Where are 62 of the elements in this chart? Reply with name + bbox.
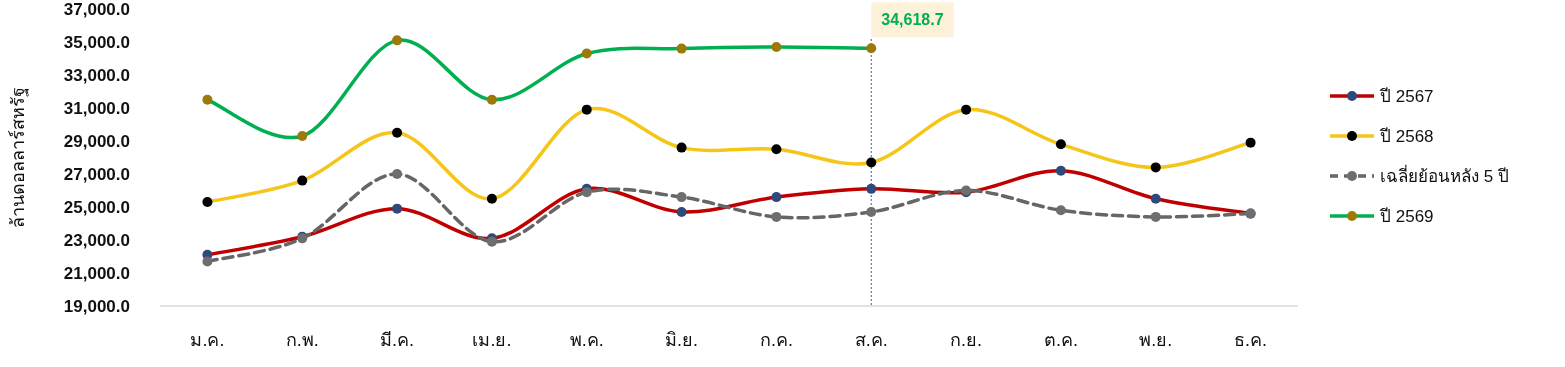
y-tick-label: 29,000.0 <box>63 132 130 151</box>
point <box>1055 165 1066 176</box>
point <box>866 206 877 217</box>
point <box>392 203 403 214</box>
x-tick-label: ส.ค. <box>854 330 888 350</box>
point <box>392 35 403 46</box>
x-tick-label: พ.ย. <box>1139 330 1173 350</box>
point <box>771 211 782 222</box>
point <box>866 43 877 54</box>
point <box>392 127 403 138</box>
point <box>297 175 308 186</box>
x-tick-label: ธ.ค. <box>1234 330 1268 350</box>
x-tick-label: พ.ค. <box>569 330 604 350</box>
y-tick-label: 21,000.0 <box>63 264 130 283</box>
point <box>202 197 213 208</box>
y-tick-label: 23,000.0 <box>63 231 130 250</box>
x-tick-label: มี.ค. <box>380 330 415 350</box>
x-tick-label: ก.ย. <box>950 330 983 350</box>
y-tick-label: 19,000.0 <box>63 297 130 316</box>
point <box>771 41 782 52</box>
point <box>581 104 592 115</box>
legend-label: ปี 2569 <box>1379 207 1434 226</box>
y-tick-label: 37,000.0 <box>63 0 130 19</box>
point <box>771 192 782 203</box>
legend-label: ปี 2567 <box>1379 87 1434 106</box>
x-tick-label: ก.พ. <box>285 330 319 350</box>
x-tick-label: ต.ค. <box>1043 330 1078 350</box>
point <box>1150 162 1161 173</box>
y-axis-title: ล้านดอลลาร์สหรัฐ <box>8 87 29 228</box>
point <box>1150 193 1161 204</box>
point <box>1055 205 1066 216</box>
point <box>866 157 877 168</box>
point <box>1055 139 1066 150</box>
point <box>202 256 213 267</box>
point <box>392 169 403 179</box>
point <box>581 48 592 59</box>
point <box>676 192 687 203</box>
point <box>866 183 877 194</box>
point <box>961 104 972 115</box>
x-tick-label: ม.ค. <box>190 330 225 350</box>
point <box>202 94 213 105</box>
point <box>676 43 687 54</box>
point <box>486 193 497 204</box>
y-tick-label: 35,000.0 <box>63 33 130 52</box>
y-tick-label: 33,000.0 <box>63 66 130 85</box>
point <box>676 206 687 217</box>
legend-label: ปี 2568 <box>1379 127 1434 146</box>
point <box>771 144 782 155</box>
point <box>1245 137 1256 148</box>
point <box>486 94 497 105</box>
annotation: 34,618.7 <box>881 11 944 29</box>
x-tick-label: มิ.ย. <box>665 330 699 350</box>
point <box>1150 211 1161 222</box>
y-tick-label: 25,000.0 <box>63 198 130 217</box>
point <box>676 142 687 153</box>
legend-label: เฉลี่ยย้อนหลัง 5 ปี <box>1380 164 1509 186</box>
point <box>297 131 308 142</box>
x-tick-label: ก.ค. <box>759 330 793 350</box>
y-tick-label: 27,000.0 <box>63 165 130 184</box>
y-tick-label: 31,000.0 <box>63 99 130 118</box>
point <box>581 187 592 198</box>
x-tick-label: เม.ย. <box>472 330 512 350</box>
